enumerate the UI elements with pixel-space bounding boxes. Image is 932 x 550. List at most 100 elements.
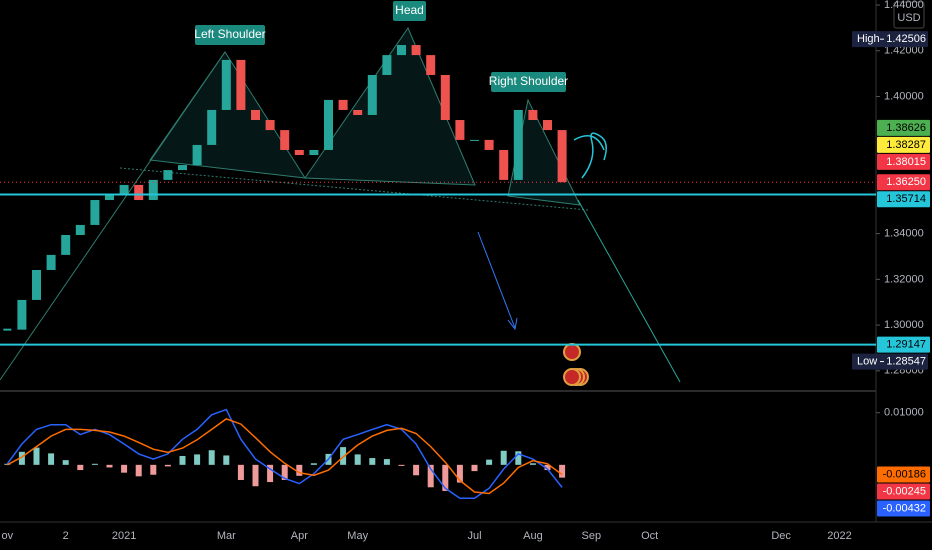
price-tag xyxy=(877,191,930,208)
candle xyxy=(207,109,217,145)
candle xyxy=(32,269,41,300)
price-tag-value: 1.38287 xyxy=(886,139,926,151)
histogram-bar xyxy=(559,464,566,478)
histogram-bar xyxy=(354,454,361,465)
price-tag xyxy=(877,500,930,517)
histogram-bar xyxy=(544,464,551,471)
price-tag-value: 1.29147 xyxy=(886,338,926,350)
candle xyxy=(192,144,202,166)
histogram-bar xyxy=(471,464,478,472)
candle xyxy=(251,109,260,121)
candle xyxy=(236,59,246,110)
price-tag xyxy=(852,31,928,48)
histogram-bar xyxy=(369,458,376,465)
annotations: Left Shoulder Head Right Shoulder xyxy=(194,1,568,92)
candle xyxy=(484,139,494,150)
price-tag-name: Low xyxy=(857,355,877,367)
histogram-bar xyxy=(194,454,201,465)
price-tag-value: 1.35714 xyxy=(886,193,926,205)
x-tick-label: Aug xyxy=(523,530,543,542)
histogram-bar xyxy=(456,464,463,483)
x-tick-label: 2021 xyxy=(112,530,136,542)
price-tag xyxy=(877,174,930,191)
candle xyxy=(397,45,406,56)
price-tag-value: 1.42506 xyxy=(886,33,926,45)
price-tag-value: 1.28547 xyxy=(886,355,926,367)
price-tag-value: 1.38626 xyxy=(886,122,926,134)
candle xyxy=(105,195,114,201)
histogram-bar xyxy=(529,463,536,465)
histogram-bar xyxy=(106,464,113,468)
candle xyxy=(294,149,304,155)
price-tag xyxy=(877,119,930,136)
y-tick-label: 1.40000 xyxy=(884,90,924,102)
candle xyxy=(134,184,144,201)
candle xyxy=(353,109,363,115)
price-tag xyxy=(852,353,928,370)
x-tick-label: May xyxy=(347,530,368,542)
x-tick-label: 2022 xyxy=(827,530,851,542)
candle xyxy=(75,224,85,236)
pattern-drawing xyxy=(0,26,681,383)
y-tick-label: 1.44000 xyxy=(884,0,924,11)
histogram-bar xyxy=(383,459,390,465)
candle xyxy=(61,235,71,255)
price-tag xyxy=(877,336,930,353)
histogram-bar xyxy=(33,447,40,465)
histogram-bar xyxy=(515,451,522,465)
histogram-bar xyxy=(91,463,98,465)
candle xyxy=(557,130,567,183)
histogram-bar xyxy=(18,451,25,465)
candle xyxy=(367,74,377,115)
histogram-bar xyxy=(77,464,84,471)
candle xyxy=(119,184,129,195)
candle xyxy=(528,109,538,121)
annotation: Right Shoulder xyxy=(489,74,568,88)
histogram-bar xyxy=(413,464,420,476)
histogram-bar xyxy=(48,453,55,465)
x-tick-label: 2 xyxy=(63,530,69,542)
candle xyxy=(17,299,27,330)
candle xyxy=(309,149,319,155)
histogram-bar xyxy=(135,464,142,477)
histogram-bar xyxy=(281,464,288,480)
x-tick-label: Apr xyxy=(291,530,308,542)
price-tag-name: High xyxy=(857,33,880,45)
histogram-bar xyxy=(310,463,317,465)
candle xyxy=(163,170,173,180)
histogram-bar xyxy=(427,464,434,488)
histogram-bar xyxy=(340,447,347,465)
histogram-bar xyxy=(62,460,69,465)
event-icons xyxy=(563,343,589,386)
price-tag-value: -0.00432 xyxy=(883,502,926,514)
candle xyxy=(324,99,333,150)
candle xyxy=(382,55,392,75)
currency: USD xyxy=(897,12,920,24)
candle xyxy=(455,120,465,140)
x-tick-label: ov xyxy=(1,530,13,542)
price-tag-value: -0.00245 xyxy=(883,485,926,497)
candle xyxy=(148,179,158,201)
candle xyxy=(470,139,479,141)
histogram-bar xyxy=(150,464,157,475)
macd-line xyxy=(6,418,563,495)
histogram-bar xyxy=(223,455,230,465)
x-tick-label: Sep xyxy=(582,530,602,542)
candle xyxy=(178,165,187,171)
histogram-bar xyxy=(500,450,507,465)
histogram-bar xyxy=(252,464,259,487)
histogram-bar xyxy=(237,464,244,480)
candle xyxy=(280,130,290,150)
price-tag-value: 1.36250 xyxy=(886,176,926,188)
histogram-bar xyxy=(179,455,186,465)
price-tag xyxy=(877,136,930,153)
price-tag xyxy=(877,466,930,483)
y-tick-label: 1.32000 xyxy=(884,273,924,285)
x-tick-label: Mar xyxy=(217,530,236,542)
price-tag xyxy=(877,483,930,500)
candle xyxy=(221,59,231,110)
candle xyxy=(338,99,348,110)
y-tick-label: 1.42000 xyxy=(884,45,924,57)
candle xyxy=(440,74,450,121)
